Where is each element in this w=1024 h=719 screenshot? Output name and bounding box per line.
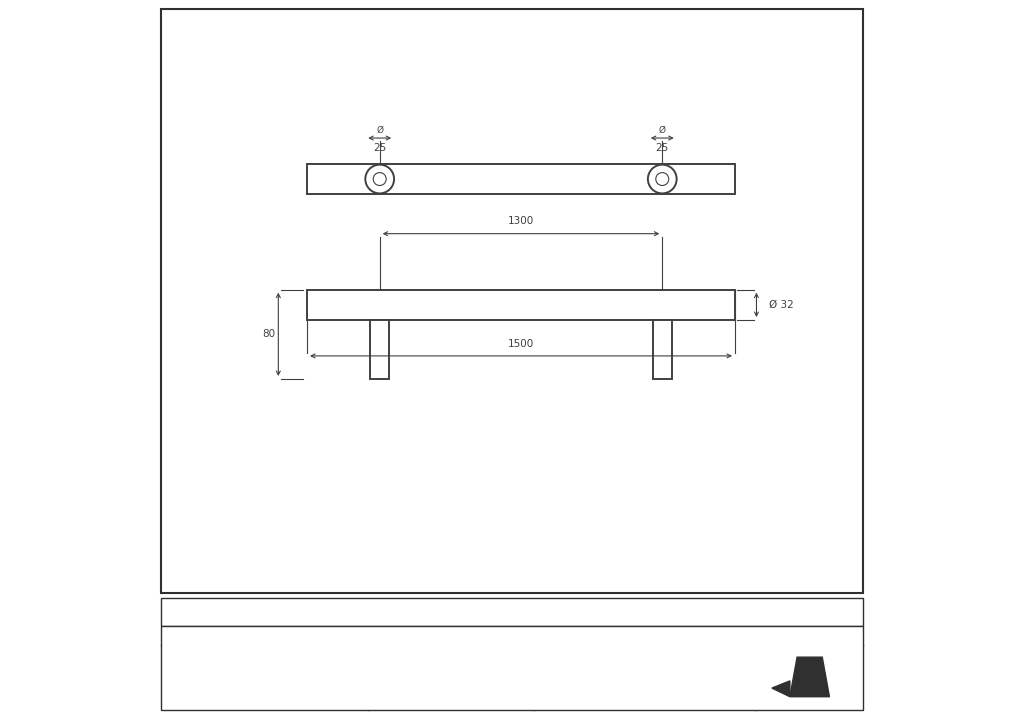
Bar [161,626,863,710]
Text: Product Code:: Product Code: [166,649,238,658]
Text: www.fromtheanvil.co.uk: www.fromtheanvil.co.uk [770,699,856,705]
Text: Finish:: Finish: [539,676,573,685]
Text: Satin SS (316): Satin SS (316) [221,690,286,699]
Text: 25: 25 [373,143,386,153]
Text: Please Note, due to the hand crafted nature of our products all measurements are: Please Note, due to the hand crafted nat… [167,608,743,616]
Bar [371,320,389,379]
Text: Type:: Type: [539,662,565,672]
Bar [161,9,863,593]
Text: M8 X 50mm: M8 X 50mm [586,649,640,658]
Polygon shape [790,657,829,697]
Text: 2 x Secret Fixing Screws: 2 x Secret Fixing Screws [373,676,483,685]
Text: Pack Contents: Pack Contents [373,631,452,640]
Bar [161,598,863,626]
Text: 1 x Pull Handle: 1 x Pull Handle [373,649,441,658]
Text: 1 x Anvil Allen Key: 1 x Anvil Allen Key [373,662,458,672]
Text: From the: From the [796,636,830,645]
Text: Ø: Ø [376,125,383,134]
Bar [307,164,735,194]
Text: Stainless Steel: Stainless Steel [586,690,653,699]
Text: Description:: Description: [166,662,228,672]
Text: 1.5m T Bar Handle Secret Fix: 1.5m T Bar Handle Secret Fix [221,662,352,672]
Text: 1500: 1500 [508,339,535,349]
Circle shape [648,165,677,193]
Circle shape [366,165,394,193]
Text: Product Information: Product Information [166,631,278,640]
Text: SS (316): SS (316) [221,703,259,713]
Text: 25: 25 [655,143,669,153]
Circle shape [373,173,386,186]
Text: Ø: Ø [658,125,666,134]
Text: 50233: 50233 [221,649,250,658]
Text: Anvil: Anvil [792,649,842,667]
Text: Size:: Size: [539,649,563,658]
Circle shape [655,173,669,186]
Text: ®: ® [851,646,858,651]
Bar [307,290,735,320]
Text: Fixing Screws: Fixing Screws [539,631,615,640]
Text: 1300: 1300 [508,216,535,226]
Text: 32mm Ø: 32mm Ø [221,676,259,685]
Text: Base Material:: Base Material: [166,703,240,713]
Polygon shape [772,681,790,697]
Bar [653,320,672,379]
Text: Satin SS: Satin SS [586,676,624,685]
Text: Base Material:: Base Material: [539,690,612,699]
Text: Ø 32: Ø 32 [769,300,795,310]
Text: Threaded Bolts With Inserts: Threaded Bolts With Inserts [586,662,712,672]
Text: Finish:: Finish: [166,690,201,699]
Text: 80: 80 [262,329,275,339]
